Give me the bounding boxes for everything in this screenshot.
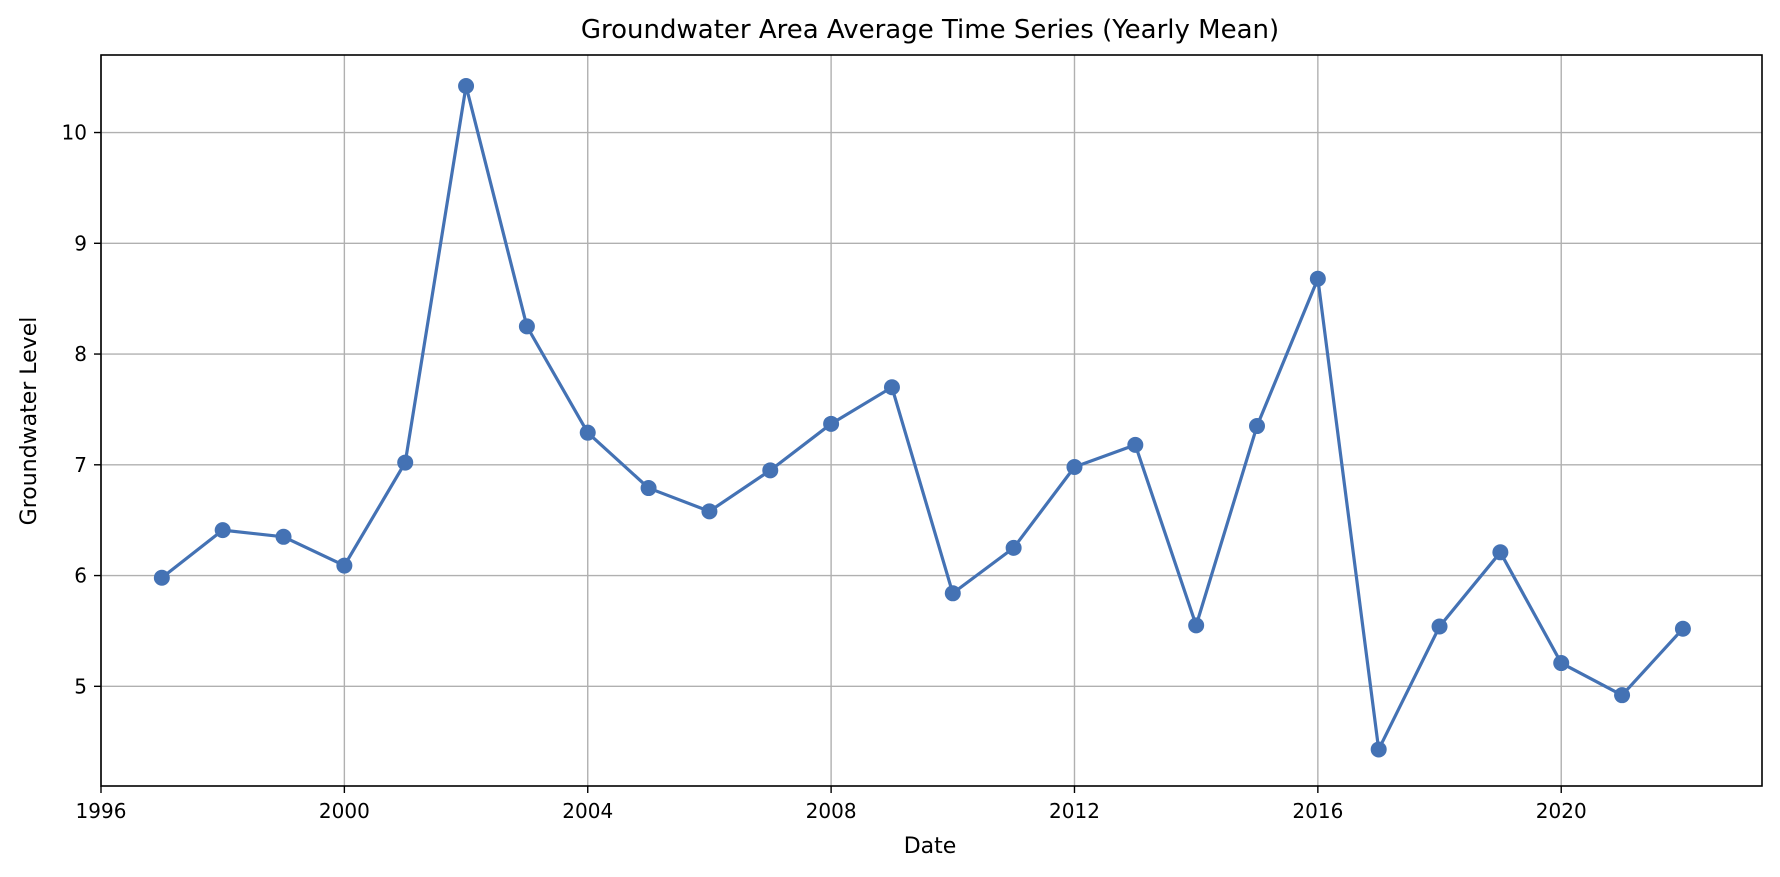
data-point [1674, 620, 1691, 637]
data-point [153, 569, 170, 586]
axis-ticks: 1996 2000 2004 2008 2012 2016 2020 5 6 7 8 9 10 [62, 121, 1587, 823]
data-point [1127, 436, 1144, 453]
y-tick-label: 10 [62, 121, 87, 145]
data-point [518, 318, 535, 335]
grid [100, 55, 1762, 786]
data-point [579, 424, 596, 441]
y-tick-label: 6 [74, 564, 87, 588]
data-point [640, 480, 657, 497]
series-line [160, 84, 1685, 752]
data-point [1066, 459, 1083, 476]
y-tick-label: 9 [74, 231, 87, 255]
series-group [153, 78, 1691, 758]
chart-title: Groundwater Area Average Time Series (Ye… [581, 15, 1279, 45]
plot-frame [100, 54, 1763, 787]
x-tick-label: 1996 [76, 799, 127, 823]
x-tick-label: 2004 [562, 799, 613, 823]
data-point [275, 528, 292, 545]
data-point [1188, 617, 1205, 634]
x-tick-label: 2012 [1049, 799, 1100, 823]
data-point [701, 503, 718, 520]
x-tick-label: 2020 [1536, 799, 1587, 823]
data-point [336, 557, 353, 574]
x-tick-label: 2008 [806, 799, 857, 823]
data-point [214, 522, 231, 539]
data-point [1553, 655, 1570, 672]
y-tick-label: 8 [74, 342, 87, 366]
data-point [1614, 687, 1631, 704]
data-point [823, 415, 840, 432]
data-point [1249, 418, 1266, 435]
y-tick-label: 5 [74, 674, 87, 698]
data-point [762, 462, 779, 479]
y-axis-label: Groundwater Level [17, 317, 42, 526]
data-point [1370, 741, 1387, 758]
x-axis-label: Date [904, 834, 957, 859]
x-tick-label: 2016 [1292, 799, 1343, 823]
data-point [883, 379, 900, 396]
data-point [1431, 618, 1448, 635]
y-tick-label: 7 [74, 453, 87, 477]
x-tick-label: 2000 [319, 799, 370, 823]
data-point [458, 78, 475, 95]
data-point [397, 454, 414, 471]
data-point [1309, 270, 1326, 287]
data-point [1492, 544, 1509, 561]
data-point [944, 585, 961, 602]
data-point [1005, 539, 1022, 556]
